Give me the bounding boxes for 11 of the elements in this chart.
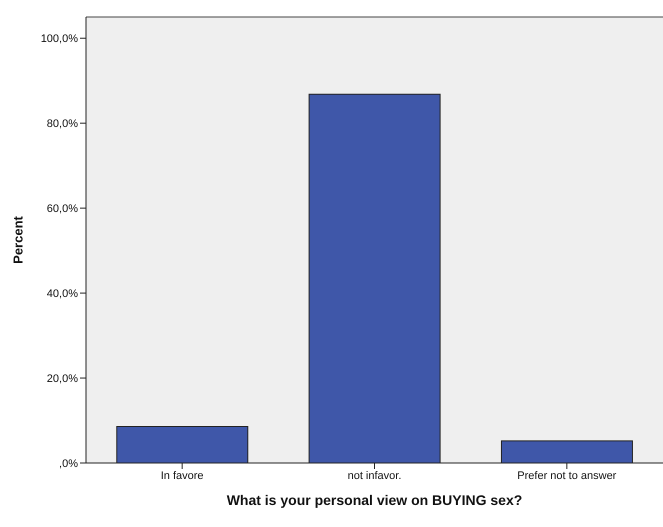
y-axis-title: Percent	[10, 215, 26, 264]
x-tick-label: not infavor.	[348, 470, 402, 482]
y-tick-label: 60,0%	[46, 203, 78, 216]
y-tick-label: 40,0%	[46, 288, 78, 300]
x-tick-label: In favore	[160, 470, 204, 482]
y-tick-label: 20,0%	[46, 372, 78, 385]
y-tick-label: ,0%	[59, 458, 78, 470]
y-tick-label: 80,0%	[46, 118, 78, 130]
x-axis-title: What is your personal view on BUYING sex?	[226, 492, 522, 508]
x-tick-label: Prefer not to answer	[517, 470, 617, 482]
y-tick-label: 100,0%	[40, 33, 78, 46]
